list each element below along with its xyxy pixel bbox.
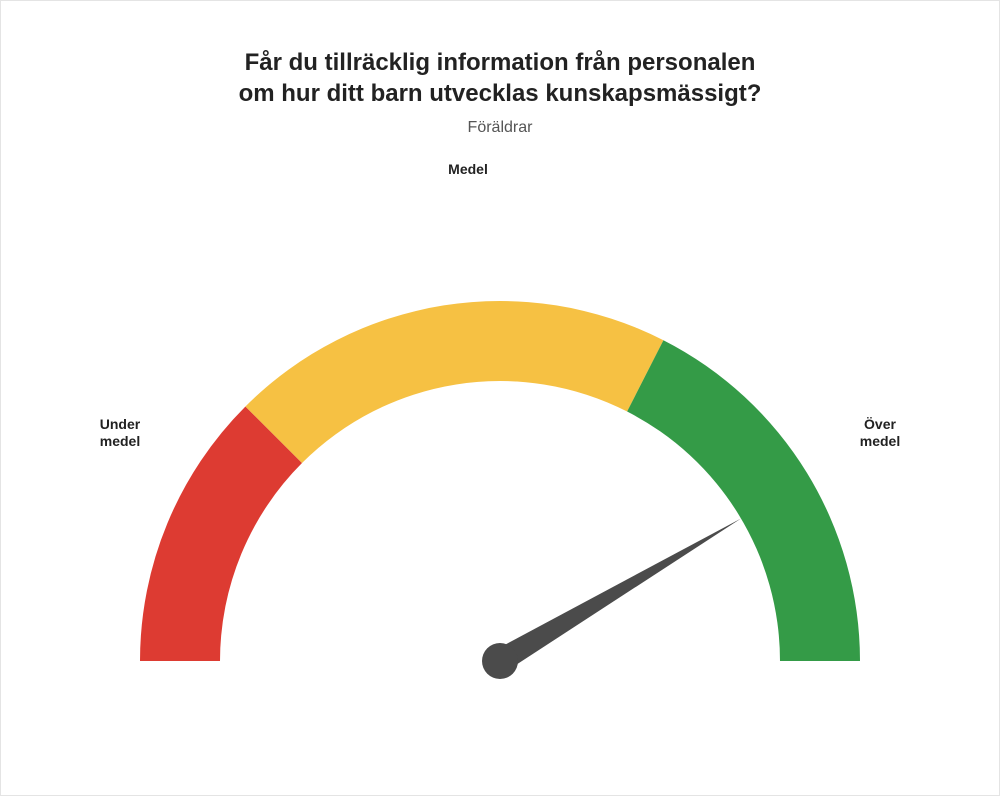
gauge-segment-label: Under medel: [80, 416, 160, 450]
chart-title: Får du tillräcklig information från pers…: [1, 47, 999, 109]
title-line-2: om hur ditt barn utvecklas kunskapsmässi…: [239, 80, 762, 107]
title-line-1: Får du tillräcklig information från pers…: [245, 49, 756, 76]
chart-frame: Får du tillräcklig information från pers…: [0, 0, 1000, 796]
gauge-chart: Under medelMedelÖver medel: [70, 181, 930, 688]
gauge-segment-label: Medel: [428, 161, 508, 178]
gauge-svg: [70, 181, 930, 683]
gauge-needle-hub: [482, 643, 518, 679]
gauge-segment: [627, 340, 860, 661]
gauge-needle: [494, 518, 741, 671]
chart-subtitle: Föräldrar: [1, 119, 999, 137]
gauge-segment: [140, 406, 302, 661]
gauge-segment: [245, 301, 663, 463]
gauge-segment-label: Över medel: [840, 416, 920, 450]
chart-header: Får du tillräcklig information från pers…: [1, 47, 999, 137]
